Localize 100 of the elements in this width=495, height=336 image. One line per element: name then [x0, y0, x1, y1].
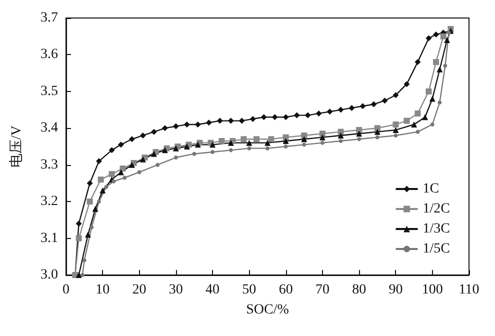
point [192, 152, 196, 156]
point [374, 125, 380, 132]
y-tick-label: 3.3 [40, 157, 58, 172]
point [392, 126, 399, 133]
point [426, 35, 432, 42]
point [411, 121, 418, 128]
point [414, 110, 421, 116]
point [316, 110, 322, 116]
point [250, 116, 256, 122]
x-tick-label: 20 [132, 282, 146, 298]
point [118, 142, 124, 148]
point [247, 146, 252, 150]
point [264, 140, 270, 146]
point [128, 136, 135, 142]
point [357, 137, 362, 142]
point [118, 169, 124, 176]
point [301, 132, 308, 138]
point [302, 142, 306, 147]
point [444, 37, 450, 44]
x-tick-label: 80 [352, 282, 366, 298]
point [140, 132, 146, 138]
x-tick-label: 70 [315, 282, 330, 298]
point [319, 130, 326, 137]
y-tick-label: 3.0 [40, 268, 58, 282]
point [375, 135, 380, 140]
point [443, 64, 448, 68]
point [76, 235, 82, 242]
point [84, 232, 91, 238]
point [108, 171, 115, 178]
point [156, 162, 160, 167]
legend-label: 1/5C [422, 242, 450, 256]
point [446, 30, 451, 35]
point [80, 273, 84, 277]
x-axis-title: SOC/% [246, 302, 290, 318]
point [100, 188, 106, 194]
point [260, 114, 267, 120]
legend-label: 1C [422, 182, 440, 196]
point [174, 156, 178, 160]
y-tick-label: 3.1 [40, 230, 58, 246]
point [228, 148, 233, 152]
point [104, 184, 108, 189]
x-tick-label: 40 [206, 282, 220, 298]
point [414, 59, 421, 66]
point [216, 118, 223, 124]
point [320, 140, 324, 145]
y-tick-label: 3.4 [40, 120, 58, 136]
point [108, 147, 115, 154]
point [394, 133, 398, 138]
point [122, 176, 127, 180]
x-tick-label: 110 [458, 282, 480, 298]
x-tick-label: 100 [422, 282, 443, 298]
point [348, 104, 355, 111]
y-tick-label: 3.5 [40, 84, 58, 99]
point [162, 125, 168, 132]
point [433, 32, 440, 38]
point [360, 103, 366, 110]
point [112, 179, 116, 184]
point [282, 114, 289, 120]
point [98, 176, 104, 183]
point [392, 92, 399, 98]
point [76, 220, 82, 227]
point [120, 166, 126, 172]
point [326, 108, 333, 115]
point [304, 112, 311, 118]
point [338, 106, 344, 113]
point [254, 136, 260, 142]
x-tick-label: 30 [168, 282, 183, 298]
x-tick-label: 90 [388, 282, 403, 298]
point [356, 126, 362, 133]
point [150, 128, 157, 135]
y-axis-title: 电压/V [8, 126, 24, 168]
point [438, 100, 442, 104]
point [246, 140, 252, 146]
point [240, 136, 247, 142]
legend-label: 1/3C [422, 222, 450, 236]
y-tick-label: 3.2 [40, 194, 58, 210]
point [266, 146, 270, 150]
point [374, 128, 380, 135]
x-tick-label: 10 [96, 282, 110, 298]
point [268, 136, 274, 142]
point [137, 170, 142, 174]
point [284, 144, 288, 148]
point [356, 130, 362, 137]
point [96, 200, 101, 204]
point [416, 130, 420, 134]
point [338, 128, 344, 135]
point [294, 112, 300, 118]
point [96, 158, 102, 164]
y-tick-label: 3.7 [40, 10, 58, 26]
point [440, 33, 446, 40]
x-tick-label: 50 [242, 282, 256, 298]
x-tick-label: 0 [62, 282, 70, 298]
point [228, 118, 234, 124]
point [194, 121, 201, 128]
point [86, 198, 93, 205]
point [282, 138, 289, 144]
point [338, 138, 343, 143]
point [404, 118, 410, 124]
point [319, 134, 326, 140]
point [433, 59, 440, 66]
